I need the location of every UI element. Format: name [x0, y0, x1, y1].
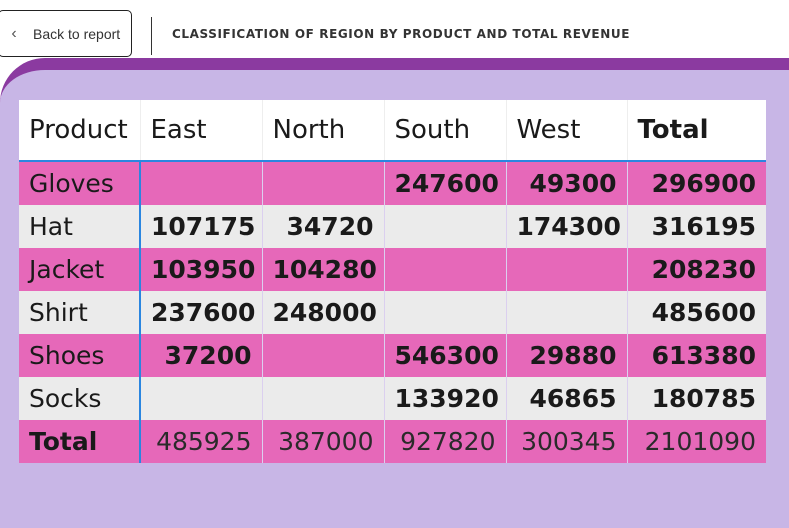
cell-total: 180785	[626, 377, 766, 420]
page-title: CLASSIFICATION OF REGION BY PRODUCT AND …	[172, 27, 630, 41]
cell-total: 316195	[626, 205, 766, 248]
row-header: Gloves	[19, 161, 141, 205]
cell-south: 133920	[383, 377, 506, 420]
column-header-north[interactable]: North	[261, 100, 384, 162]
row-header: Hat	[19, 205, 141, 248]
cell-north: 248000	[261, 291, 384, 334]
cell-total: 485600	[626, 291, 766, 334]
total-row: Total 485925 387000 927820 300345 210109…	[19, 420, 766, 463]
table-row: Shoes 37200 546300 29880 613380	[19, 334, 766, 377]
cell-east	[140, 161, 262, 205]
cell-north	[261, 334, 384, 377]
total-west: 300345	[505, 420, 627, 463]
cell-total: 296900	[626, 161, 766, 205]
row-header: Shirt	[19, 291, 141, 334]
cell-south	[383, 205, 506, 248]
table-row: Shirt 237600 248000 485600	[19, 291, 766, 334]
total-row-header: Total	[19, 420, 141, 463]
header-row: Product East North South West Total	[19, 100, 766, 162]
revenue-matrix: Product East North South West Total Glov…	[19, 100, 766, 463]
row-header: Jacket	[19, 248, 141, 291]
column-header-west[interactable]: West	[505, 100, 627, 162]
total-north: 387000	[261, 420, 384, 463]
row-header: Shoes	[19, 334, 141, 377]
cell-east: 37200	[140, 334, 262, 377]
column-header-product[interactable]: Product	[19, 100, 140, 162]
cell-north: 104280	[261, 248, 384, 291]
cell-west	[505, 291, 627, 334]
column-header-total[interactable]: Total	[626, 100, 766, 162]
table-row: Socks 133920 46865 180785	[19, 377, 766, 420]
cell-total: 208230	[626, 248, 766, 291]
cell-west: 29880	[505, 334, 627, 377]
chevron-left-icon: ‹	[11, 24, 17, 42]
cell-west: 46865	[505, 377, 627, 420]
cell-north: 34720	[261, 205, 384, 248]
cell-south	[383, 291, 506, 334]
cell-east: 237600	[140, 291, 262, 334]
table-row: Gloves 247600 49300 296900	[19, 161, 766, 205]
column-header-east[interactable]: East	[139, 100, 262, 162]
row-header: Socks	[19, 377, 141, 420]
grand-total: 2101090	[626, 420, 766, 463]
cell-south: 546300	[383, 334, 506, 377]
cell-north	[261, 377, 384, 420]
cell-total: 613380	[626, 334, 766, 377]
back-to-report-button[interactable]: ‹ Back to report	[0, 10, 132, 57]
table-row: Hat 107175 34720 174300 316195	[19, 205, 766, 248]
back-button-label: Back to report	[33, 25, 121, 42]
header-divider	[151, 17, 152, 55]
column-header-south[interactable]: South	[383, 100, 506, 162]
cell-east: 103950	[140, 248, 262, 291]
cell-north	[261, 161, 384, 205]
cell-west: 49300	[505, 161, 627, 205]
cell-east	[140, 377, 262, 420]
cell-east: 107175	[140, 205, 262, 248]
cell-south: 247600	[383, 161, 506, 205]
total-east: 485925	[140, 420, 262, 463]
cell-west	[505, 248, 627, 291]
cell-west: 174300	[505, 205, 627, 248]
cell-south	[383, 248, 506, 291]
table-row: Jacket 103950 104280 208230	[19, 248, 766, 291]
total-south: 927820	[383, 420, 506, 463]
